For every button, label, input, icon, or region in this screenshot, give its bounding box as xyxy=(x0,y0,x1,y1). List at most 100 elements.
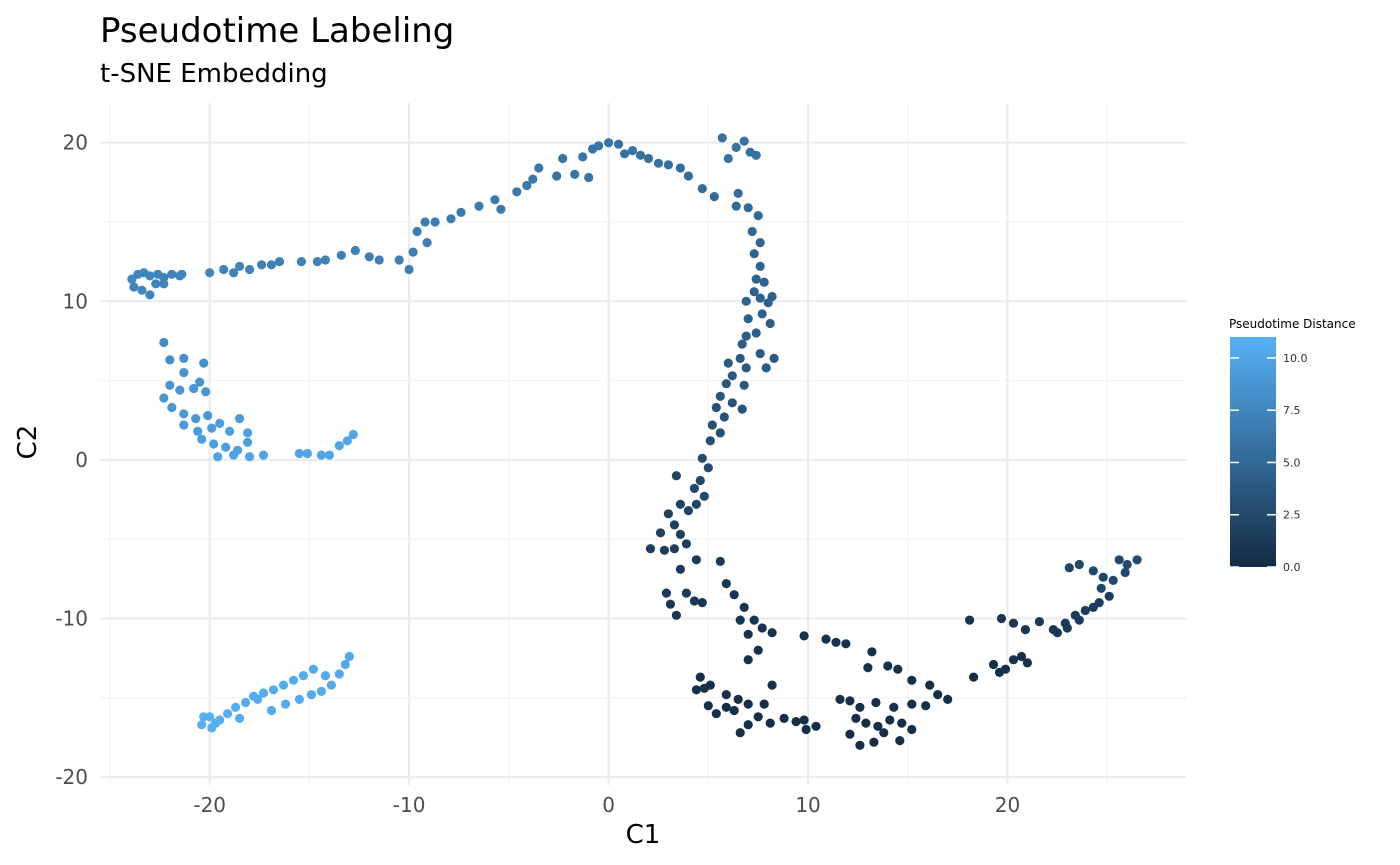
data-point xyxy=(241,697,251,708)
data-point xyxy=(753,211,763,221)
data-point xyxy=(731,142,741,152)
data-point xyxy=(719,412,729,422)
data-point xyxy=(721,379,731,389)
data-point xyxy=(408,247,418,257)
data-point xyxy=(1104,591,1114,601)
data-point xyxy=(456,207,466,217)
data-point xyxy=(197,720,207,730)
data-point xyxy=(705,680,715,690)
legend-tick-label: 5.0 xyxy=(1283,456,1301,469)
data-point xyxy=(681,588,692,598)
data-point xyxy=(996,613,1007,624)
data-point xyxy=(707,420,717,430)
data-point xyxy=(671,610,682,620)
data-point xyxy=(933,690,943,700)
data-point xyxy=(534,163,544,173)
chart-subtitle: t-SNE Embedding xyxy=(100,59,328,89)
data-point xyxy=(1062,623,1072,633)
data-point xyxy=(675,564,686,574)
data-point xyxy=(747,226,757,237)
data-point xyxy=(665,599,676,609)
data-point xyxy=(412,226,422,237)
data-point xyxy=(663,509,674,519)
data-point xyxy=(969,672,979,682)
data-point xyxy=(779,713,789,724)
data-point xyxy=(1114,555,1124,565)
data-point xyxy=(1016,651,1027,662)
data-point xyxy=(943,694,953,705)
data-point xyxy=(988,659,999,670)
y-tick-label: 0 xyxy=(75,448,88,472)
data-point xyxy=(145,290,155,300)
data-point xyxy=(907,724,917,735)
data-point xyxy=(697,598,707,608)
data-point xyxy=(179,409,189,419)
data-point xyxy=(231,702,241,712)
data-point xyxy=(167,269,177,279)
data-point xyxy=(699,491,709,501)
data-point xyxy=(695,475,705,486)
data-point xyxy=(711,402,721,413)
data-point xyxy=(921,701,931,711)
data-point xyxy=(1008,655,1019,665)
data-point xyxy=(1096,583,1106,593)
data-point xyxy=(855,740,865,750)
x-tick-label: 20 xyxy=(995,793,1020,817)
y-tick-label: -10 xyxy=(55,606,88,630)
data-point xyxy=(253,694,263,705)
data-point xyxy=(717,133,727,143)
data-point xyxy=(1074,615,1084,625)
data-point xyxy=(266,705,277,716)
axis-ticks: -20 -10 0 10 20 -20 -10 0 10 20 xyxy=(55,131,1020,817)
data-point xyxy=(711,709,721,719)
data-point xyxy=(691,555,702,565)
data-point xyxy=(348,429,358,440)
data-point xyxy=(159,393,169,403)
data-point xyxy=(213,452,223,462)
data-point xyxy=(721,579,731,589)
data-point xyxy=(199,358,209,368)
data-point xyxy=(195,377,205,387)
data-point xyxy=(225,426,235,436)
data-point xyxy=(308,664,318,674)
data-point xyxy=(324,450,334,460)
chart-title: Pseudotime Labeling xyxy=(100,11,454,51)
data-point xyxy=(404,264,414,275)
data-point xyxy=(1074,559,1084,570)
data-point xyxy=(245,452,255,462)
data-point xyxy=(767,680,777,690)
data-point xyxy=(344,651,354,662)
data-point xyxy=(691,499,702,509)
data-point xyxy=(1080,605,1090,616)
data-point xyxy=(753,712,763,722)
data-point xyxy=(723,153,733,164)
data-point xyxy=(729,590,739,600)
data-point xyxy=(430,217,440,227)
data-point xyxy=(145,271,155,281)
data-point xyxy=(1064,563,1074,573)
data-point xyxy=(552,171,562,181)
data-point xyxy=(741,363,751,373)
data-point xyxy=(721,702,731,712)
data-point xyxy=(769,353,779,363)
data-point xyxy=(189,383,199,394)
data-point xyxy=(799,715,809,725)
data-point xyxy=(522,180,532,191)
data-point xyxy=(897,718,907,728)
data-point xyxy=(159,337,169,348)
data-point xyxy=(697,184,707,194)
data-point xyxy=(207,423,217,433)
data-point xyxy=(831,637,841,647)
data-point xyxy=(907,699,917,709)
data-point xyxy=(689,483,700,493)
data-point xyxy=(627,146,638,156)
data-point xyxy=(715,556,725,567)
data-point xyxy=(1098,572,1108,582)
data-point xyxy=(889,702,899,712)
data-point xyxy=(205,268,215,278)
data-point xyxy=(655,528,666,538)
data-point xyxy=(885,715,895,725)
data-point xyxy=(334,669,344,679)
data-point xyxy=(374,255,384,265)
data-point xyxy=(861,718,871,728)
